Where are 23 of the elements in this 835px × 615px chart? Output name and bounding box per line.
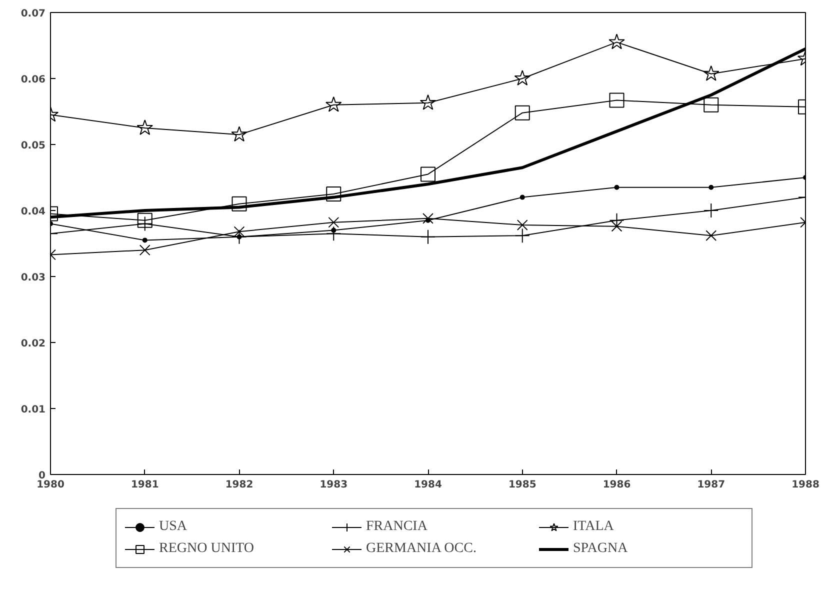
legend-label: FRANCIA <box>366 518 428 534</box>
y-tick-label: 0.01 <box>20 404 46 416</box>
x-tick-label: 1982 <box>225 480 254 490</box>
y-tick-label: 0.06 <box>20 74 46 86</box>
x-tick-label: 1983 <box>320 480 348 490</box>
y-tick-label: 0.03 <box>20 272 46 284</box>
x-tick-label: 1984 <box>414 480 442 490</box>
x-tick-label: 1981 <box>130 480 159 490</box>
x-tick-label: 1988 <box>792 480 820 490</box>
legend-label: GERMANIA OCC. <box>366 540 478 556</box>
x-tick-label: 1986 <box>602 480 631 490</box>
x-tick-label: 1985 <box>508 480 536 490</box>
y-tick-label: 0.02 <box>20 338 46 350</box>
legend-label: REGNO UNITO <box>159 540 256 556</box>
y-tick-label: 0.07 <box>20 8 46 20</box>
x-tick-label: 1987 <box>697 480 726 490</box>
legend-label: ITALA <box>573 518 615 534</box>
legend-label: USA <box>159 518 188 534</box>
legend-label: SPAGNA <box>573 540 629 556</box>
x-tick-label: 1980 <box>36 480 64 490</box>
y-tick-label: 0.04 <box>20 206 46 218</box>
y-tick-label: 0.05 <box>20 140 46 152</box>
y-tick-label: 0 <box>38 470 46 482</box>
